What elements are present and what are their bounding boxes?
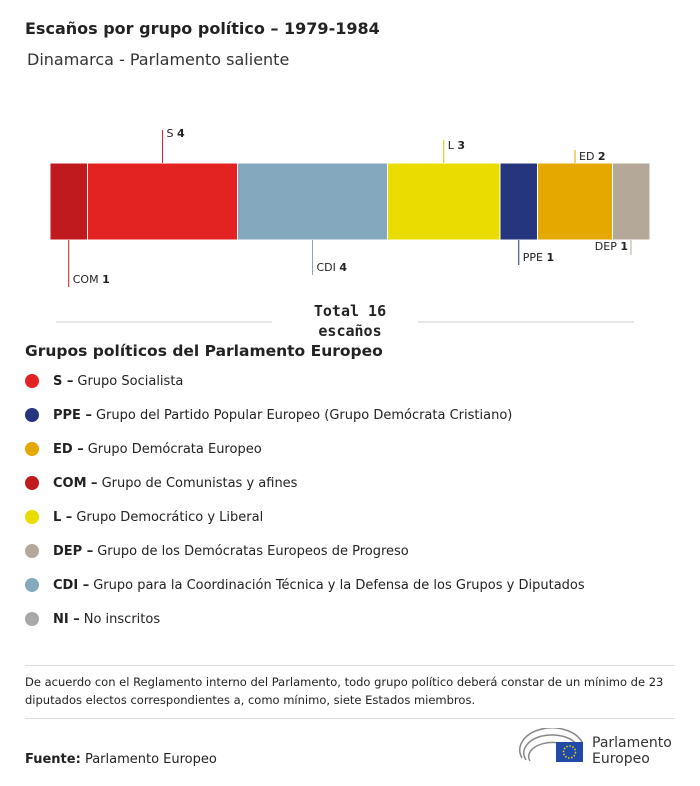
bar-segment xyxy=(87,162,238,241)
segment-name: COM xyxy=(73,273,99,286)
segment-value: 4 xyxy=(177,127,185,140)
total-rules xyxy=(56,321,634,323)
legend-swatch xyxy=(25,544,39,558)
legend-text: Grupo para la Coordinación Técnica y la … xyxy=(93,577,585,593)
legend-item: ED – Grupo Demócrata Europeo xyxy=(25,439,262,459)
legend-item: COM – Grupo de Comunistas y afines xyxy=(25,473,297,493)
logo-line: Europeo xyxy=(592,751,650,767)
legend-abbr: L – xyxy=(53,509,73,525)
legend-text: Grupo Democrático y Liberal xyxy=(76,509,264,525)
legend-text: Grupo Socialista xyxy=(77,373,184,389)
bar-segment xyxy=(387,162,501,241)
segment-value: 4 xyxy=(339,261,347,274)
segment-name: ED xyxy=(579,150,594,163)
legend-item: L – Grupo Democrático y Liberal xyxy=(25,507,263,527)
legend-item: PPE – Grupo del Partido Popular Europeo (… xyxy=(25,405,512,425)
segment-name: PPE xyxy=(523,251,543,264)
legend-text: Grupo Demócrata Europeo xyxy=(87,441,262,457)
legend-item: S – Grupo Socialista xyxy=(25,371,183,391)
legend-item: CDI – Grupo para la Coordinación Técnica … xyxy=(25,575,585,595)
segment-name: L xyxy=(448,139,455,152)
segment-label: CDI 4 xyxy=(317,261,348,274)
legend-item: DEP – Grupo de los Demócratas Europeos de… xyxy=(25,541,409,561)
segment-value: 2 xyxy=(598,150,606,163)
legend-swatch xyxy=(25,442,39,456)
divider xyxy=(25,718,675,719)
legend-abbr: NI – xyxy=(53,611,80,627)
segment-label: DEP 1 xyxy=(595,240,628,253)
bar-segment xyxy=(612,162,651,241)
logo-text: Parlamento Europeo xyxy=(592,735,672,767)
segment-label: ED 2 xyxy=(579,150,606,163)
segment-label: COM 1 xyxy=(73,273,110,286)
legend-abbr: S – xyxy=(53,373,74,389)
legend-title: Grupos políticos del Parlamento Europeo xyxy=(25,342,383,360)
legend-abbr: CDI – xyxy=(53,577,90,593)
legend-abbr: DEP – xyxy=(53,543,94,559)
bar-segment xyxy=(237,162,388,241)
segment-label: L 3 xyxy=(448,139,465,152)
legend-swatch xyxy=(25,408,39,422)
legend-swatch xyxy=(25,476,39,490)
segment-value: 1 xyxy=(546,251,554,264)
legend-abbr: PPE – xyxy=(53,407,92,423)
legend-swatch xyxy=(25,510,39,524)
segment-value: 1 xyxy=(102,273,110,286)
legend-item: NI – No inscritos xyxy=(25,609,160,629)
segment-label: PPE 1 xyxy=(523,251,554,264)
note: De acuerdo con el Reglamento interno del… xyxy=(25,675,664,707)
source-label: Fuente: xyxy=(25,752,81,767)
legend-swatch xyxy=(25,612,39,626)
legend-swatch xyxy=(25,578,39,592)
legend-abbr: ED – xyxy=(53,441,84,457)
divider xyxy=(25,665,675,666)
legend-swatch xyxy=(25,374,39,388)
logo-icon xyxy=(519,728,583,762)
legend-abbr: COM – xyxy=(53,475,98,491)
legend-text: Grupo de Comunistas y afines xyxy=(101,475,298,491)
segment-value: 3 xyxy=(457,139,465,152)
bar-segment xyxy=(499,162,538,241)
source: Fuente: Parlamento Europeo xyxy=(25,752,217,767)
segment-value: 1 xyxy=(620,240,628,253)
total-label: Total 16 escaños xyxy=(313,302,387,340)
legend-text: No inscritos xyxy=(83,611,161,627)
segment-name: DEP xyxy=(595,240,617,253)
segment-name: S xyxy=(167,127,174,140)
chart-title: Escaños por grupo político – 1979-1984 xyxy=(25,19,380,38)
bar-segment xyxy=(537,162,613,241)
segment-name: CDI xyxy=(317,261,336,274)
chart-subtitle: Dinamarca - Parlamento saliente xyxy=(27,50,290,69)
bar-segment xyxy=(49,162,88,241)
legend-text: Grupo de los Demócratas Europeos de Prog… xyxy=(97,543,409,559)
source-text: Parlamento Europeo xyxy=(84,752,217,767)
segment-label: S 4 xyxy=(167,127,185,140)
logo-line: Parlamento xyxy=(592,735,672,751)
legend-text: Grupo del Partido Popular Europeo (Grupo… xyxy=(95,407,513,423)
